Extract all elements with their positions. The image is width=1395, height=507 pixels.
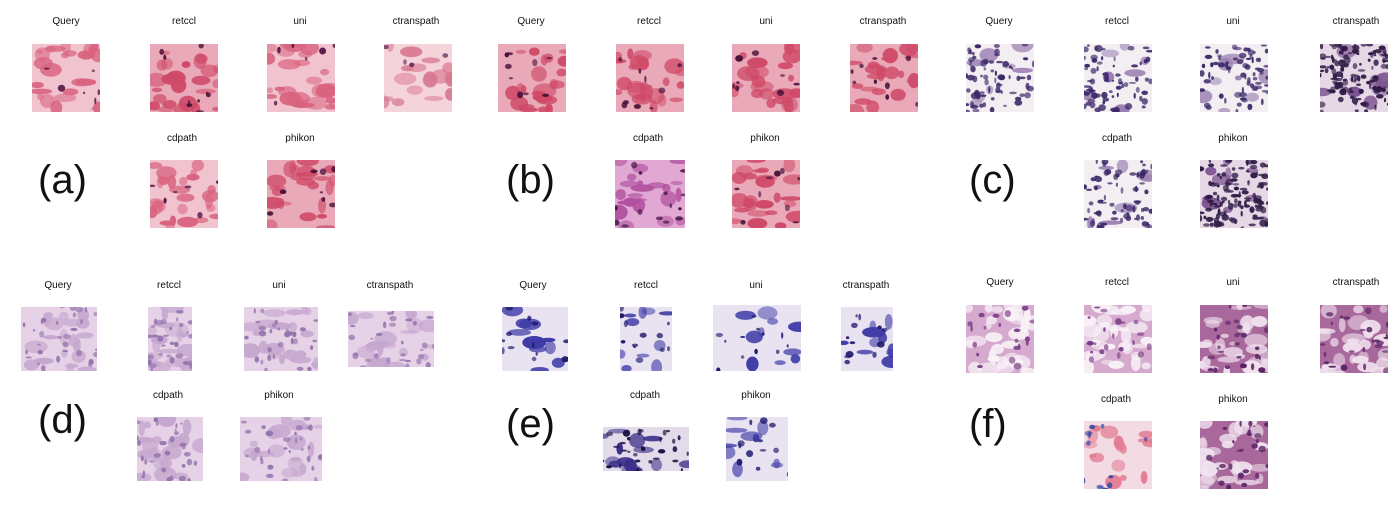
histology-image-tile [850, 44, 918, 112]
tile-caption: retccl [172, 16, 196, 27]
tile-caption: retccl [1105, 277, 1129, 288]
tile-caption: retccl [637, 16, 661, 27]
panel-label-d: (d) [38, 398, 87, 442]
tile-caption: phikon [1218, 394, 1248, 405]
tile-caption: phikon [1218, 133, 1248, 144]
histology-image-tile [966, 44, 1034, 112]
tile-caption: uni [749, 280, 763, 291]
histology-image-tile [1200, 305, 1268, 373]
histology-image-tile [603, 427, 689, 471]
histology-image-tile [32, 44, 100, 112]
tile-caption: cdpath [629, 390, 661, 401]
tile-caption: phikon [285, 133, 315, 144]
histology-image-tile [1200, 44, 1268, 112]
tile-caption: phikon [750, 133, 780, 144]
histology-image-tile [726, 417, 788, 481]
tile-caption: uni [272, 280, 286, 291]
tile-caption: uni [293, 16, 307, 27]
histology-image-tile [841, 307, 893, 371]
tile-caption: retccl [157, 280, 181, 291]
panel-label-f: (f) [969, 402, 1007, 446]
tile-caption: Query [44, 280, 72, 291]
tile-caption: phikon [264, 390, 294, 401]
histology-image-tile [502, 307, 568, 371]
histology-image-tile [150, 160, 218, 228]
histology-image-tile [713, 305, 801, 371]
tile-caption: Query [519, 280, 547, 291]
tile-caption: uni [1226, 277, 1240, 288]
histology-image-tile [732, 160, 800, 228]
tile-caption: uni [759, 16, 773, 27]
histology-image-tile [21, 307, 97, 371]
histology-image-tile [1084, 44, 1152, 112]
histology-image-tile [732, 44, 800, 112]
panel-label-c: (c) [969, 158, 1016, 202]
histology-image-tile [244, 307, 318, 371]
histology-image-tile [1084, 421, 1152, 489]
panel-label-a: (a) [38, 158, 87, 202]
histology-image-tile [1084, 160, 1152, 228]
histology-image-tile [1320, 305, 1388, 373]
histology-image-tile [240, 417, 322, 481]
histology-image-tile [966, 305, 1034, 373]
histology-image-tile [1320, 44, 1388, 112]
histology-image-tile [150, 44, 218, 112]
histology-image-tile [384, 44, 452, 112]
tile-caption: Query [517, 16, 545, 27]
histology-image-tile [1200, 160, 1268, 228]
histology-image-tile [348, 311, 434, 367]
tile-caption: cdpath [632, 133, 664, 144]
tile-caption: Query [985, 16, 1013, 27]
histology-image-tile [498, 44, 566, 112]
tile-caption: ctranspath [1332, 16, 1380, 27]
histology-image-tile [137, 417, 203, 481]
histology-image-tile [148, 307, 192, 371]
histology-image-tile [1200, 421, 1268, 489]
tile-caption: ctranspath [392, 16, 440, 27]
histology-image-tile [620, 307, 672, 371]
panel-label-e: (e) [506, 402, 555, 446]
tile-caption: retccl [634, 280, 658, 291]
tile-caption: Query [986, 277, 1014, 288]
tile-caption: ctranspath [1332, 277, 1380, 288]
tile-caption: cdpath [1100, 394, 1132, 405]
tile-caption: uni [1226, 16, 1240, 27]
tile-caption: phikon [741, 390, 771, 401]
panel-label-b: (b) [506, 158, 555, 202]
tile-caption: Query [52, 16, 80, 27]
tile-caption: cdpath [1101, 133, 1133, 144]
histology-image-tile [267, 44, 335, 112]
tile-caption: ctranspath [366, 280, 414, 291]
tile-caption: cdpath [166, 133, 198, 144]
tile-caption: retccl [1105, 16, 1129, 27]
histology-image-tile [616, 44, 684, 112]
tile-caption: cdpath [152, 390, 184, 401]
tile-caption: ctranspath [859, 16, 907, 27]
histology-image-tile [267, 160, 335, 228]
histology-image-tile [615, 160, 685, 228]
tile-caption: ctranspath [842, 280, 890, 291]
histology-image-tile [1084, 305, 1152, 373]
